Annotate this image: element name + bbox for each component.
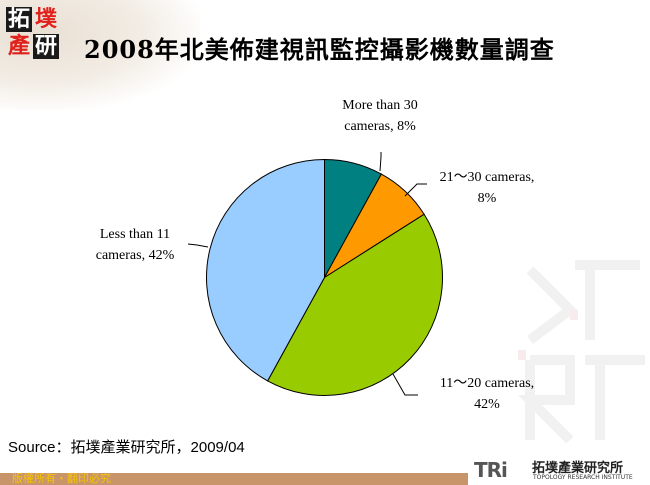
brand-name-en: TOPOLOGY RESEARCH INSTITUTE (533, 474, 633, 481)
topology-logo: 拓 墣 產 研 (6, 7, 62, 59)
source-note: Source：拓墣產業研究所，2009/04 (8, 439, 245, 456)
leader-line (187, 243, 209, 248)
label-line: cameras, 42% (95, 248, 175, 263)
label-line: cameras, 8% (344, 119, 416, 134)
label-11-20: 11～20 cameras, 42% (422, 373, 552, 415)
pie-slice (266, 213, 443, 396)
label-line: 21～30 cameras, (439, 170, 535, 185)
tri-watermark-icon (517, 260, 645, 444)
label-less-than-11: Less than 11 cameras, 42% (80, 224, 190, 266)
label-more-than-30: More than 30 cameras, 8% (330, 95, 430, 137)
label-line: 8% (477, 191, 497, 206)
leader-line (379, 152, 382, 172)
brand-box (468, 456, 650, 485)
logo-char: 墣 (34, 7, 57, 32)
pie-slice (206, 158, 325, 382)
leader-line (392, 373, 418, 396)
copyright-text: 版權所有・翻印必究 (12, 472, 111, 485)
logo-char: 拓 (6, 7, 32, 32)
label-21-30: 21～30 cameras, 8% (422, 167, 552, 209)
label-line: Less than 11 (99, 227, 171, 242)
tri-logo-text: TRi (474, 458, 508, 482)
slide-title: 2008年北美佈建視訊監控攝影機數量調查 (84, 35, 555, 64)
label-line: More than 30 (342, 98, 418, 113)
leader-line (404, 183, 427, 197)
logo-char: 產 (7, 34, 30, 59)
logo-char: 研 (33, 34, 59, 59)
label-line: 11～20 cameras, (439, 376, 535, 391)
brand-name-cn: 拓墣產業研究所 (532, 461, 624, 476)
tri-logo: TRi (474, 458, 508, 482)
label-line: 42% (474, 397, 500, 412)
